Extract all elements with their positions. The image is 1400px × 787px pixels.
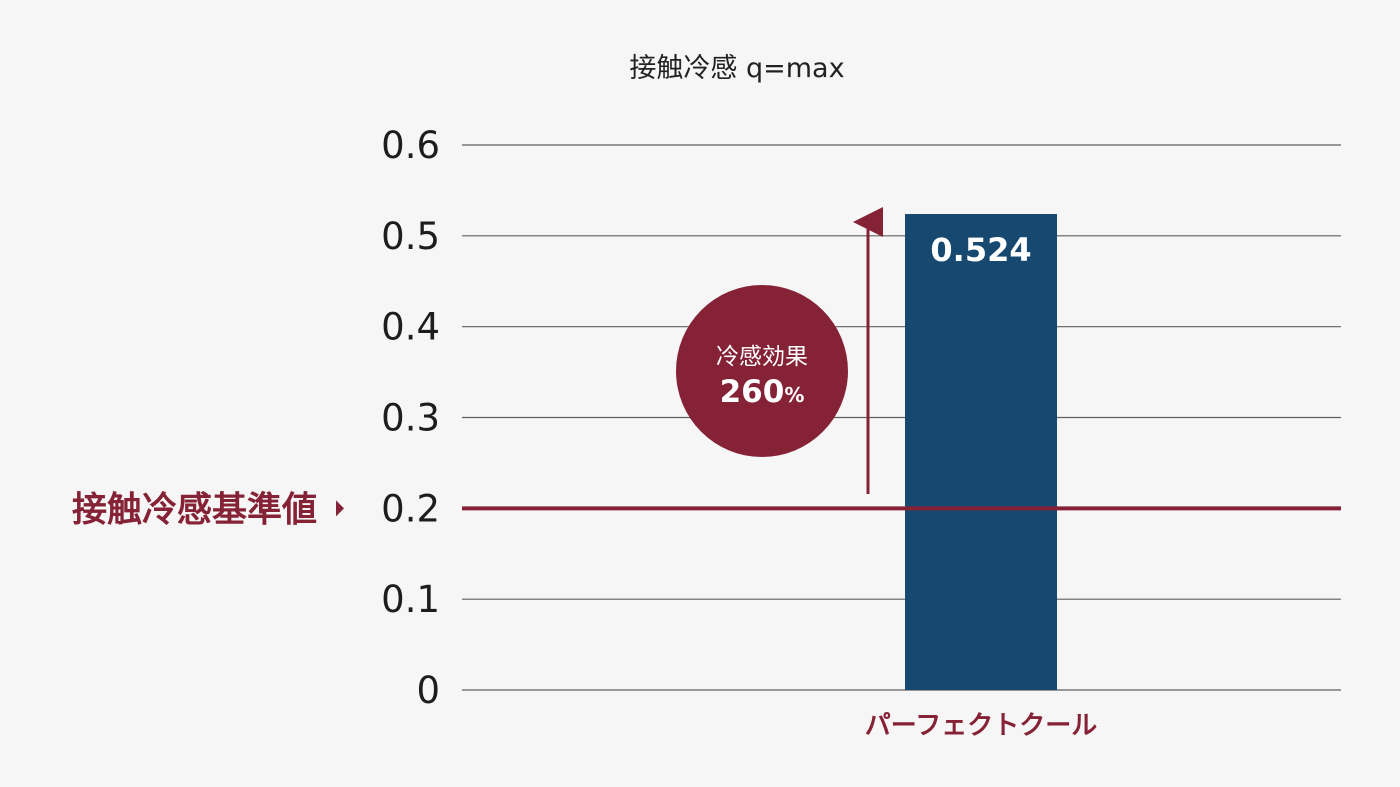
reference-pointer-icon xyxy=(336,500,344,517)
x-axis-category-label: パーフェクトクール xyxy=(865,711,1097,741)
cooling-effect-value-group: 260% xyxy=(720,374,805,410)
annotation-layer: 冷感効果 260% xyxy=(676,207,883,494)
y-tick-label-1: 0.5 xyxy=(381,215,440,258)
bar-value-label-0: 0.524 xyxy=(930,231,1031,269)
cooling-effect-title: 冷感効果 xyxy=(716,344,808,370)
y-tick-label-2: 0.4 xyxy=(381,306,440,349)
cooling-effect-badge xyxy=(676,285,848,457)
y-tick-label-0: 0.6 xyxy=(381,124,440,167)
bar-0 xyxy=(905,214,1057,691)
y-tick-label-4: 0.2 xyxy=(381,487,440,530)
grid-layer xyxy=(462,144,1341,691)
reference-line-label: 接触冷感基準値 xyxy=(72,490,317,530)
y-axis-ticks: 0.6 0.5 0.4 0.3 0.2 0.1 0 xyxy=(381,124,440,712)
cooling-effect-unit: % xyxy=(784,383,804,407)
y-tick-label-6: 0 xyxy=(416,669,440,712)
cooling-effect-value: 260 xyxy=(720,374,785,410)
y-tick-label-3: 0.3 xyxy=(381,397,440,440)
bar-layer: 0.524 xyxy=(905,214,1057,691)
chart-title: 接触冷感 q=max xyxy=(629,53,844,84)
reference-layer: 接触冷感基準値 xyxy=(72,490,1341,530)
y-tick-label-5: 0.1 xyxy=(381,578,440,621)
